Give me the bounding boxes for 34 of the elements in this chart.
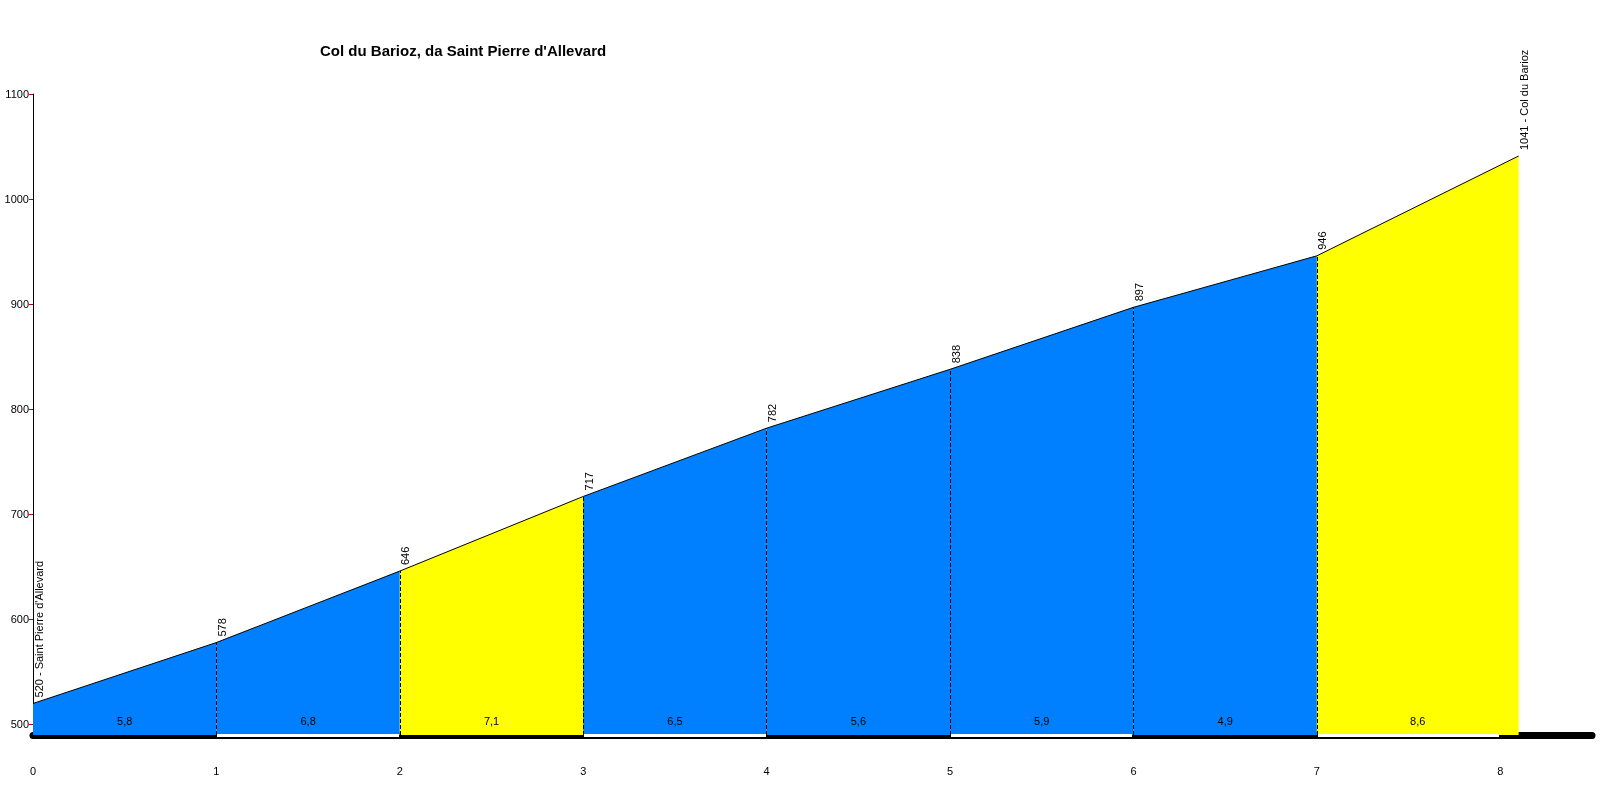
x-tick-label: 1: [213, 764, 220, 777]
x-tick-label: 8: [1497, 764, 1504, 777]
y-tick-label: 800: [10, 403, 29, 416]
annotation: 4,9: [1217, 714, 1233, 727]
x-tick-label: 7: [1313, 764, 1320, 777]
annotation: 5,9: [1034, 714, 1050, 727]
x-tick-label: 2: [396, 764, 403, 777]
y-tick-label: 600: [10, 613, 29, 626]
x-tick-label: 4: [763, 764, 770, 777]
y-tick-label: 700: [10, 508, 29, 521]
data-label: 782: [766, 403, 779, 423]
annotation: 5,6: [850, 714, 866, 727]
x-tick-label: 3: [580, 764, 587, 777]
y-tick-label: 500: [10, 718, 29, 731]
data-label: 717: [582, 472, 595, 491]
data-label: 946: [1316, 231, 1329, 250]
x-tick-label: 0: [29, 764, 37, 777]
data-label: 1041 - Col du Barioz: [1518, 49, 1531, 150]
y-tick-label: 1000: [4, 193, 29, 206]
annotation: 8,6: [1410, 714, 1426, 727]
annotation: 5,8: [117, 714, 133, 727]
x-tick-label: 6: [1130, 764, 1137, 777]
y-tick-label: 1100: [5, 88, 29, 100]
annotation: 7,1: [483, 714, 500, 727]
x-tick-label: 5: [947, 764, 954, 777]
data-label: 578: [215, 618, 228, 637]
data-label: 838: [949, 344, 962, 364]
data-label: 520 - Saint Pierre d'Allevard: [32, 560, 45, 698]
y-tick-label: 900: [10, 298, 29, 311]
annotation: 6,5: [667, 714, 683, 727]
chart-title: Col du Barioz, da Saint Pierre d'Allevard: [320, 42, 607, 59]
data-label: 897: [1132, 282, 1145, 302]
data-label: 646: [399, 546, 412, 566]
annotation: 6,8: [300, 714, 316, 727]
